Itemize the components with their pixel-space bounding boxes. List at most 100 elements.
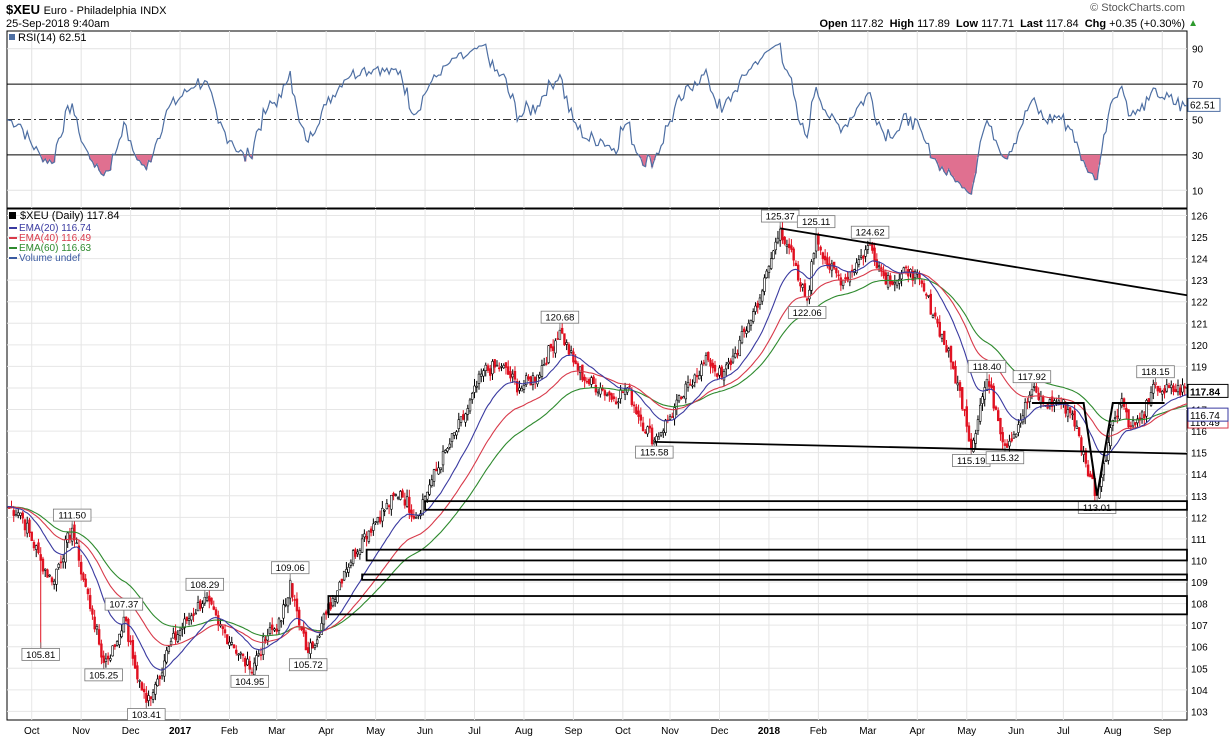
ema20-line (7, 260, 1187, 671)
price-bar-body (952, 361, 955, 369)
support-zone-0 (424, 500, 1188, 511)
price-bar-body (1129, 425, 1133, 428)
price-bar-body (1183, 386, 1186, 389)
price-bar-body (639, 414, 643, 421)
price-bar-body (235, 649, 238, 654)
price-bar-body (255, 655, 258, 667)
trendline-1 (654, 440, 1188, 455)
price-bar-body (262, 636, 265, 655)
price-bar-body (1008, 440, 1011, 447)
price-bar-body (731, 355, 735, 363)
annotation-box-17 (985, 451, 1025, 465)
price-bar-body (172, 633, 175, 639)
price-bar-body (297, 609, 301, 626)
annotation-label-14: 124.62 (856, 228, 885, 239)
price-bar-body (623, 388, 627, 395)
price-bar-body (682, 396, 685, 399)
annotation-label-7: 109.06 (276, 563, 305, 574)
price-bar-body (187, 618, 191, 621)
price-bar-body (354, 549, 357, 557)
price-bar-body (504, 362, 508, 368)
price-bar-body (875, 259, 879, 269)
price-bar-body (727, 361, 730, 365)
price-bar-body (131, 639, 135, 659)
x-axis-label-19: May (957, 726, 976, 737)
price-bar-body (61, 558, 65, 563)
annotation-label-8: 105.72 (294, 660, 323, 671)
price-bar-body (309, 642, 312, 654)
x-axis-label-13: Nov (661, 726, 679, 737)
price-bar-body (599, 387, 602, 395)
price-bar-body (920, 280, 923, 284)
rsi-axis-label-70: 70 (1192, 80, 1204, 91)
price-bar-body (1165, 384, 1168, 392)
annotation-box-20 (1136, 365, 1175, 379)
price-bar-body (918, 274, 921, 279)
price-bar-body (192, 613, 195, 616)
price-bar-body (572, 351, 575, 363)
price-bar-body (925, 293, 928, 296)
price-bar-body (124, 616, 128, 622)
price-bar-body (392, 492, 395, 497)
open-label: Open (819, 18, 848, 30)
price-bar-body (414, 517, 418, 519)
low-label: Low (956, 18, 979, 30)
price-bar-body (1167, 385, 1171, 389)
price-bar-body (536, 374, 539, 385)
price-bar-body (178, 630, 182, 636)
price-bar-body (509, 371, 512, 379)
annotation-box-15 (967, 359, 1007, 373)
price-axis-label-125: 125 (1191, 233, 1208, 244)
annotation-label-9: 120.68 (545, 313, 574, 324)
price-bar-body (922, 283, 926, 292)
price-bar-body (473, 385, 476, 393)
price-bar-body (441, 451, 445, 466)
price-bar-body (985, 379, 989, 391)
price-bar-body (1068, 407, 1072, 414)
price-bar-body (556, 338, 559, 340)
price-bar-body (264, 639, 267, 642)
price-bar-body (507, 366, 510, 375)
price-bar-body (35, 545, 38, 550)
price-bar-body (399, 491, 402, 500)
price-bar-body (664, 419, 667, 433)
price-bar-body (522, 384, 526, 390)
price-bar-body (754, 305, 757, 312)
price-bar-body (127, 618, 130, 642)
price-bar-body (439, 467, 442, 470)
price-bar-body (387, 505, 391, 508)
price-bar-body (855, 262, 858, 274)
price-bar-body (91, 608, 94, 615)
price-bar-body (554, 340, 557, 354)
price-axis-label-109: 109 (1191, 578, 1208, 589)
price-bar-body (902, 267, 906, 273)
price-bar-body (558, 329, 562, 340)
price-bar-body (518, 387, 521, 391)
price-bar-body (655, 435, 658, 442)
price-bar-body (64, 539, 67, 563)
price-bar-body (349, 561, 353, 566)
price-bar-body (273, 628, 276, 631)
price-bar-body (686, 382, 690, 388)
price-bar-body (230, 642, 233, 645)
price-bar-body (747, 322, 750, 333)
price-bar-body (410, 509, 413, 517)
price-bar-body (1113, 417, 1117, 419)
price-bar-body (491, 361, 494, 375)
price-bar-body (100, 643, 103, 658)
last-value: 117.84 (1045, 18, 1079, 30)
price-bar-body (799, 282, 802, 287)
price-bar-body (66, 532, 69, 543)
price-bar-body (1179, 387, 1182, 395)
price-bar-body (684, 383, 687, 400)
price-bar-body (911, 270, 914, 281)
price-bar-body (945, 345, 948, 353)
rsi-panel: 90 70 50 30 10 RSI(14) 62.51 62.51 (6, 30, 1221, 209)
price-axis-label-126: 126 (1191, 211, 1208, 222)
price-bar-body (118, 633, 121, 645)
price-bar-body (151, 692, 155, 700)
annotation-box-3 (84, 668, 123, 682)
price-bar-body (846, 276, 849, 280)
chart-datetime: 25-Sep-2018 9:40am (6, 18, 110, 30)
